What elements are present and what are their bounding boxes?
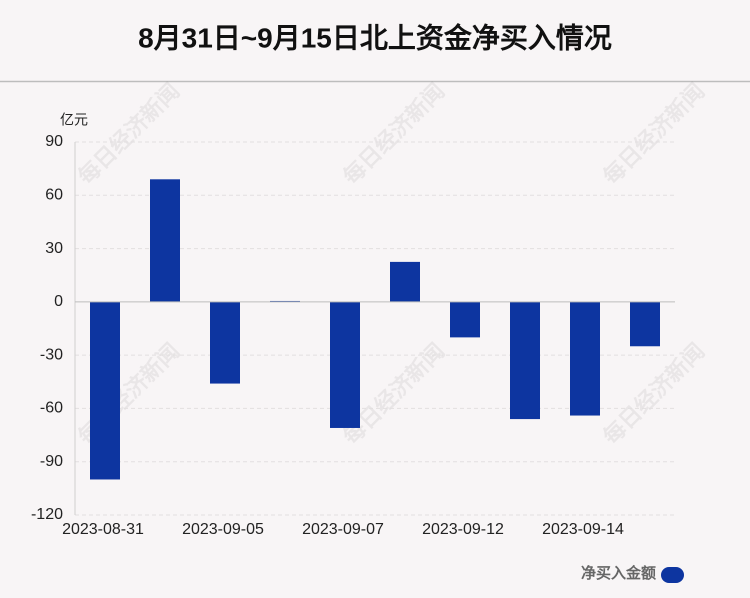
bar — [90, 301, 120, 480]
chart-title: 8月31日~9月15日北上资金净买入情况 — [138, 21, 612, 53]
bar — [450, 301, 480, 338]
bar — [150, 179, 180, 302]
legend-label: 净买入金额 — [581, 564, 656, 582]
x-tick-label: 2023-08-31 — [62, 521, 144, 538]
bar — [390, 261, 420, 302]
y-unit: 亿元 — [60, 112, 88, 128]
y-tick-label: 0 — [54, 293, 63, 310]
bar — [510, 301, 540, 420]
y-tick-label: 60 — [45, 187, 63, 204]
x-tick-label: 2023-09-07 — [302, 521, 384, 538]
x-tick-label: 2023-09-12 — [422, 521, 504, 538]
bar — [570, 301, 600, 416]
legend-swatch — [661, 567, 684, 583]
bar — [630, 301, 660, 347]
x-tick-label: 2023-09-14 — [542, 521, 624, 538]
y-tick-label: 90 — [45, 133, 63, 150]
bar — [210, 301, 240, 384]
y-tick-label: 30 — [45, 240, 63, 257]
x-tick-label: 2023-09-05 — [182, 521, 264, 538]
y-tick-label: -90 — [40, 453, 63, 470]
y-tick-label: -30 — [40, 346, 63, 363]
y-tick-label: -60 — [40, 400, 63, 417]
bar — [330, 301, 360, 428]
y-tick-label: -120 — [31, 506, 63, 523]
